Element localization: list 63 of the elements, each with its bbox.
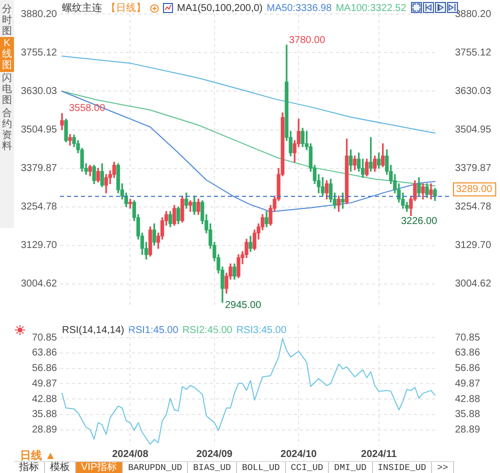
annotation: 螺纹主连: [62, 2, 102, 15]
y2-tick-label: 28.89: [455, 424, 480, 436]
y2-tick-label: 63.86: [455, 348, 480, 359]
text: 日线 ▲: [20, 448, 56, 462]
y2-tick-label: 35.88: [455, 409, 480, 420]
text: BOLL_UD: [236, 462, 286, 473]
y-tick-label: 3379.87: [20, 163, 58, 174]
text: VIP指标: [76, 462, 124, 473]
y2-tick-label: 3755.12: [455, 47, 492, 58]
annotation: 2945.00: [224, 300, 262, 311]
annotation: RSI(14,14,14): [62, 325, 124, 336]
y-tick-label: 3504.95: [20, 124, 58, 136]
y-tick-label: 42.88: [32, 394, 58, 405]
text: 合约资料: [1, 107, 13, 153]
y-tick-label: 3004.62: [20, 278, 58, 290]
annotation: RSI1:45.00: [128, 325, 178, 336]
x-tick-label: 2024/10: [280, 448, 318, 460]
y-tick-label: 3755.12: [20, 47, 58, 58]
text: 分时图: [1, 3, 13, 38]
text: CCI_UD: [286, 462, 330, 473]
y2-tick-label: 3254.78: [455, 202, 492, 213]
y-tick-label: 56.86: [32, 363, 58, 374]
y-tick-label: 63.86: [32, 348, 58, 359]
x-tick-label: 2024/11: [361, 448, 398, 460]
y2-tick-label: 3379.87: [455, 163, 492, 174]
text: >>: [432, 462, 454, 473]
x-tick-label: 2024/09: [196, 448, 233, 460]
y2-tick-label: 56.86: [455, 363, 480, 374]
y2-tick-label: 3880.20: [455, 8, 492, 20]
y2-tick-label: 70.85: [455, 332, 480, 344]
text: 模板: [45, 462, 76, 473]
annotation: 3780.00: [288, 35, 326, 46]
y-tick-label: 3129.70: [20, 240, 58, 252]
y2-tick-label: 49.87: [455, 378, 480, 390]
annotation: MA1(50,100,200,0): [177, 2, 263, 14]
y2-tick-label: 42.88: [455, 394, 480, 405]
y-tick-label: 3254.78: [20, 202, 58, 213]
text: DMI_UD: [329, 462, 373, 473]
ref-line-label: 3289.00: [456, 184, 493, 196]
annotation: 3226.00: [400, 216, 438, 227]
y-tick-label: 28.89: [32, 424, 58, 436]
text: BARUPDN_UD: [123, 462, 188, 473]
text: K线图: [0, 37, 14, 72]
text: MA100:3322.52: [336, 2, 406, 14]
y-tick-label: 3630.03: [20, 86, 58, 97]
text: BIAS_UD: [188, 462, 237, 473]
x-tick-label: 2024/08: [112, 448, 149, 460]
y2-tick-label: 3630.03: [455, 86, 492, 97]
text: 指标: [14, 462, 45, 473]
annotation: 3558.00: [68, 103, 106, 114]
text: INSIDE_UD: [372, 462, 432, 473]
text: MA50:3336.98: [266, 2, 332, 14]
annotation: RSI2:45.00: [182, 325, 232, 336]
y-tick-label: 3880.20: [20, 8, 58, 20]
y-tick-label: 70.85: [32, 332, 58, 344]
y-tick-label: 35.88: [32, 409, 58, 420]
y-tick-label: 49.87: [32, 378, 58, 390]
y2-tick-label: 3504.95: [455, 124, 492, 136]
text: 闪电图: [1, 72, 13, 107]
y2-tick-label: 3004.62: [455, 278, 492, 290]
annotation: 【日线】: [106, 2, 146, 15]
y2-tick-label: 3129.70: [455, 240, 492, 252]
annotation: RSI3:45.00: [236, 325, 286, 336]
